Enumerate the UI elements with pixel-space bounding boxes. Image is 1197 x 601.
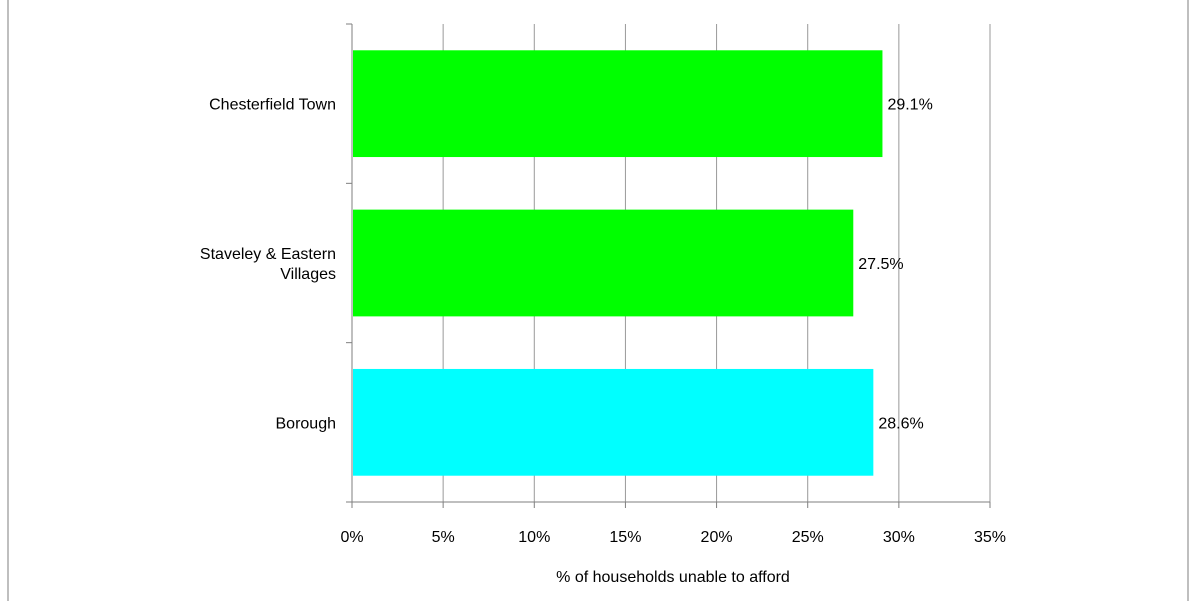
x-tick-label: 30% [883,529,915,546]
x-tick-label: 25% [792,529,824,546]
bar-value-label: 28.6% [878,415,923,432]
axes [346,23,991,508]
bar [353,50,883,158]
x-tick-label: 20% [701,529,733,546]
x-axis-title: % of households unable to afford [556,569,790,586]
x-tick-label: 35% [974,529,1006,546]
x-tick-label: 5% [432,529,455,546]
bar-series [353,50,883,476]
x-tick-label: 0% [340,529,363,546]
bar [353,209,854,317]
bar-value-label: 27.5% [858,256,903,273]
x-tick-label: 10% [518,529,550,546]
category-label: Staveley & Eastern Villages [200,246,336,283]
chart-labels: 0% 5% 10% 15% 20% 25% 30% 35% 29.1% Chesterfield … [200,97,1006,546]
category-label: Chesterfield Town [209,97,336,114]
bar-value-label: 29.1% [887,97,932,114]
bar [353,368,874,476]
category-label: Borough [276,415,337,432]
x-tick-label: 15% [609,529,641,546]
